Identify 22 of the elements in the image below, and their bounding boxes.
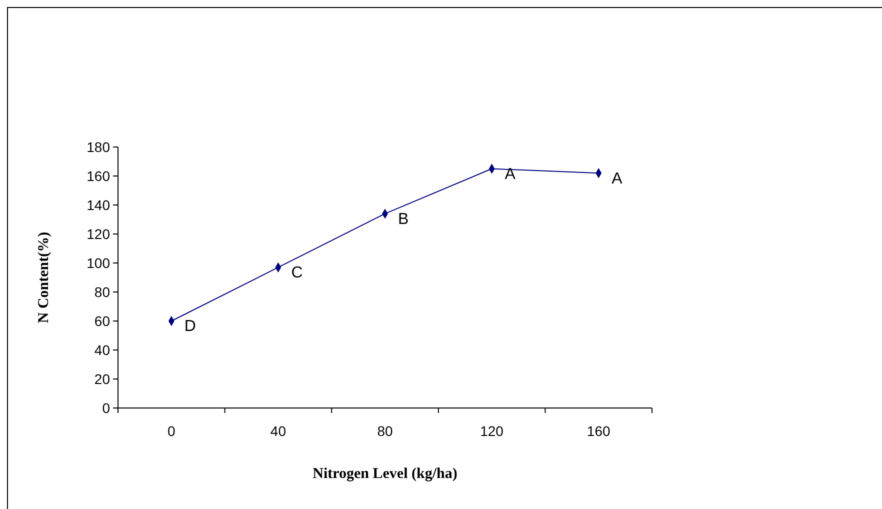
- x-tick-label: 0: [168, 423, 176, 439]
- y-tick-label: 20: [94, 370, 110, 387]
- annotation: A: [612, 170, 623, 188]
- annotation: C: [291, 264, 303, 282]
- x-axis-title: Nitrogen Level (kg/ha): [312, 466, 458, 482]
- x-tick-label: 40: [270, 423, 286, 439]
- annotation: D: [184, 318, 196, 336]
- y-tick-label: 0: [102, 400, 110, 416]
- y-tick-label: 120: [86, 226, 110, 242]
- y-tick-label: 180: [86, 138, 110, 155]
- annotation: B: [398, 210, 409, 228]
- y-tick-label: 40: [94, 342, 110, 358]
- x-tick-label: 160: [586, 423, 610, 439]
- x-tick-label: 120: [480, 423, 504, 439]
- y-axis-title: N Content(%): [36, 232, 52, 324]
- x-tick-label: 80: [377, 423, 393, 439]
- annotation: A: [504, 166, 516, 183]
- y-tick-label: 60: [94, 312, 110, 329]
- y-tick-label: 140: [86, 196, 110, 213]
- y-tick-label: 80: [94, 284, 110, 300]
- y-tick-label: 100: [86, 254, 110, 271]
- y-tick-label: 160: [86, 168, 110, 184]
